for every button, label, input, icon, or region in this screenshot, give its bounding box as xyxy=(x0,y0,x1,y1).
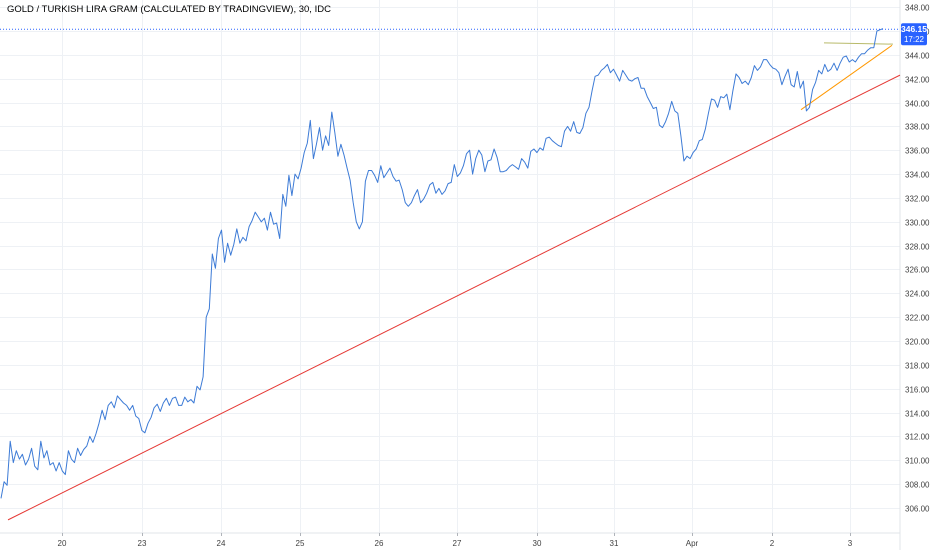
y-tick-label: 308.00 xyxy=(905,481,930,490)
x-tick-label: 27 xyxy=(453,539,462,548)
y-tick-label: 322.00 xyxy=(905,314,930,323)
triangle-upper-line[interactable] xyxy=(823,42,894,45)
x-tick-label: 3 xyxy=(848,539,853,548)
price-series-line xyxy=(0,28,884,499)
y-tick-label: 306.00 xyxy=(905,505,930,514)
y-tick-label: 342.00 xyxy=(905,76,930,85)
x-tick-label: 20 xyxy=(58,539,67,548)
y-tick-label: 324.00 xyxy=(905,290,930,299)
y-tick-label: 310.00 xyxy=(905,457,930,466)
triangle-lower-line[interactable] xyxy=(800,44,893,111)
support-trend-line[interactable] xyxy=(7,74,901,521)
y-tick-label: 334.00 xyxy=(905,171,930,180)
chart-title: GOLD / TURKISH LIRA GRAM (CALCULATED BY … xyxy=(7,4,331,15)
y-tick-label: 316.00 xyxy=(905,386,930,395)
y-tick-label: 348.00 xyxy=(905,4,930,13)
x-tick-label: 24 xyxy=(217,539,226,548)
y-tick-label: 314.00 xyxy=(905,410,930,419)
x-tick-label: 31 xyxy=(610,539,619,548)
x-tick-label: 2 xyxy=(770,539,775,548)
y-tick-label: 318.00 xyxy=(905,362,930,371)
y-tick-label: 344.00 xyxy=(905,52,930,61)
last-price-label: 346.15 xyxy=(901,24,927,34)
bar-countdown-label: 17:22 xyxy=(904,35,925,44)
x-tick-label: 25 xyxy=(296,539,305,548)
y-tick-label: 320.00 xyxy=(905,338,930,347)
x-tick-label: 23 xyxy=(138,539,147,548)
y-tick-label: 326.00 xyxy=(905,266,930,275)
last-price-tag: 346.15 17:22 xyxy=(901,23,927,46)
x-tick-label: Apr xyxy=(686,539,699,548)
y-tick-label: 338.00 xyxy=(905,123,930,132)
y-tick-label: 330.00 xyxy=(905,219,930,228)
x-tick-label: 30 xyxy=(533,539,542,548)
y-tick-label: 332.00 xyxy=(905,195,930,204)
y-tick-label: 340.00 xyxy=(905,100,930,109)
y-tick-label: 336.00 xyxy=(905,147,930,156)
y-tick-label: 312.00 xyxy=(905,433,930,442)
x-tick-label: 26 xyxy=(375,539,384,548)
y-tick-label: 328.00 xyxy=(905,243,930,252)
